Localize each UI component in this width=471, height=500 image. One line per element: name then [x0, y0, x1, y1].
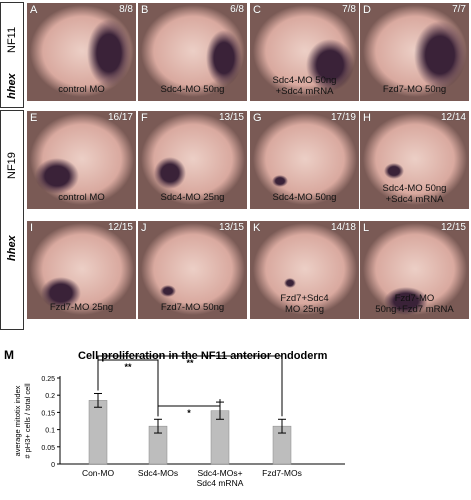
panel-letter: C: [253, 4, 261, 16]
y-tick-label: 0.05: [41, 445, 55, 452]
stage-label-nf19: NF19: [6, 152, 18, 179]
panel-label: Fzd7-MO 25ng: [49, 302, 114, 313]
panel-j: J 13/15 Fzd7-MO 50ng: [137, 220, 248, 320]
panel-letter: G: [253, 112, 262, 124]
significance-bracket: [97, 355, 283, 417]
y-tick-label: 0: [51, 462, 55, 469]
category-label: Fzd7-MOs: [262, 468, 302, 478]
category-label: Sdc4-MOs+: [197, 468, 242, 478]
gene-label-hhex-2: hhex: [6, 235, 18, 261]
panel-ratio: 17/19: [330, 112, 356, 123]
panel-letter: E: [30, 112, 38, 124]
panel-label: Sdc4-MO 50ng +Sdc4 mRNA: [272, 75, 337, 97]
panel-h: H 12/14 Sdc4-MO 50ng +Sdc4 mRNA: [359, 110, 470, 210]
stage-label-nf11: NF11: [6, 26, 18, 53]
y-axis-label: average mitotix index: [13, 385, 22, 456]
panel-ratio: 8/8: [119, 4, 133, 15]
y-tick-label: 0.15: [41, 410, 55, 417]
panel-letter: K: [253, 222, 261, 234]
panel-ratio: 13/15: [218, 112, 244, 123]
panel-letter: A: [30, 4, 38, 16]
panel-label: Sdc4-MO 25ng: [160, 192, 225, 203]
significance-label: **: [186, 358, 194, 368]
panel-letter: D: [363, 4, 371, 16]
panel-label: Fzd7-MO 50ng: [160, 302, 225, 313]
panel-k: K 14/18 Fzd7+Sdc4 MO 25ng: [249, 220, 360, 320]
panel-label: control MO: [58, 84, 105, 95]
panel-a: A 8/8 control MO: [26, 2, 137, 102]
panel-label: Fzd7+Sdc4 MO 25ng: [280, 293, 329, 315]
panel-e: E 16/17 control MO: [26, 110, 137, 210]
bar: [88, 400, 108, 465]
y-axis-label: # pH3+ cells / total cell: [23, 383, 32, 459]
gene-label-hhex: hhex: [6, 73, 18, 99]
panel-label: Sdc4-MO 50ng +Sdc4 mRNA: [382, 183, 447, 205]
panel-label: control MO: [58, 192, 105, 203]
panel-letter: F: [141, 112, 148, 124]
panel-ratio: 12/14: [440, 112, 466, 123]
category-label: Sdc4 mRNA: [197, 478, 244, 488]
y-tick-label: 0.2: [45, 393, 55, 400]
significance-label: **: [124, 362, 132, 372]
panel-label: Fzd7-MO 50ng: [382, 84, 447, 95]
panel-label: Fzd7-MO 50ng+Fzd7 mRNA: [375, 293, 454, 315]
category-label: Sdc4-MOs: [138, 468, 178, 478]
significance-bracket: [157, 399, 221, 417]
panel-f: F 13/15 Sdc4-MO 25ng: [137, 110, 248, 210]
panel-i: I 12/15 Fzd7-MO 25ng: [26, 220, 137, 320]
panel-b: B 6/8 Sdc4-MO 50ng: [137, 2, 248, 102]
category-label: Con-MO: [82, 468, 115, 478]
panel-m: M Cell proliferation in the NF11 anterio…: [0, 338, 471, 500]
panel-ratio: 14/18: [330, 222, 356, 233]
panel-ratio: 12/15: [107, 222, 133, 233]
panel-d: D 7/7 Fzd7-MO 50ng: [359, 2, 470, 102]
panel-letter: B: [141, 4, 149, 16]
panel-ratio: 6/8: [230, 4, 244, 15]
significance-label: *: [187, 408, 191, 418]
side-label-row1: NF11 hhex: [0, 2, 24, 108]
panel-letter: J: [141, 222, 147, 234]
bar-chart: 0 0.05 0.1 0.15 0.2 0.25 average mitotix index…: [13, 355, 345, 488]
panel-ratio: 13/15: [218, 222, 244, 233]
y-tick-label: 0.25: [41, 376, 55, 383]
panel-l: L 12/15 Fzd7-MO 50ng+Fzd7 mRNA: [359, 220, 470, 320]
y-tick-label: 0.1: [45, 428, 55, 435]
panel-m-letter: M: [4, 348, 14, 362]
panel-label: Sdc4-MO 50ng: [272, 192, 337, 203]
panel-letter: I: [30, 222, 34, 234]
panel-g: G 17/19 Sdc4-MO 50ng: [249, 110, 360, 210]
panel-ratio: 12/15: [440, 222, 466, 233]
panel-letter: H: [363, 112, 371, 124]
panel-ratio: 7/8: [342, 4, 356, 15]
panel-c: C 7/8 Sdc4-MO 50ng +Sdc4 mRNA: [249, 2, 360, 102]
side-label-row23: NF19 hhex: [0, 110, 24, 330]
panel-label: Sdc4-MO 50ng: [160, 84, 225, 95]
panel-letter: L: [363, 222, 370, 234]
panel-ratio: 7/7: [452, 4, 466, 15]
panel-ratio: 16/17: [107, 112, 133, 123]
